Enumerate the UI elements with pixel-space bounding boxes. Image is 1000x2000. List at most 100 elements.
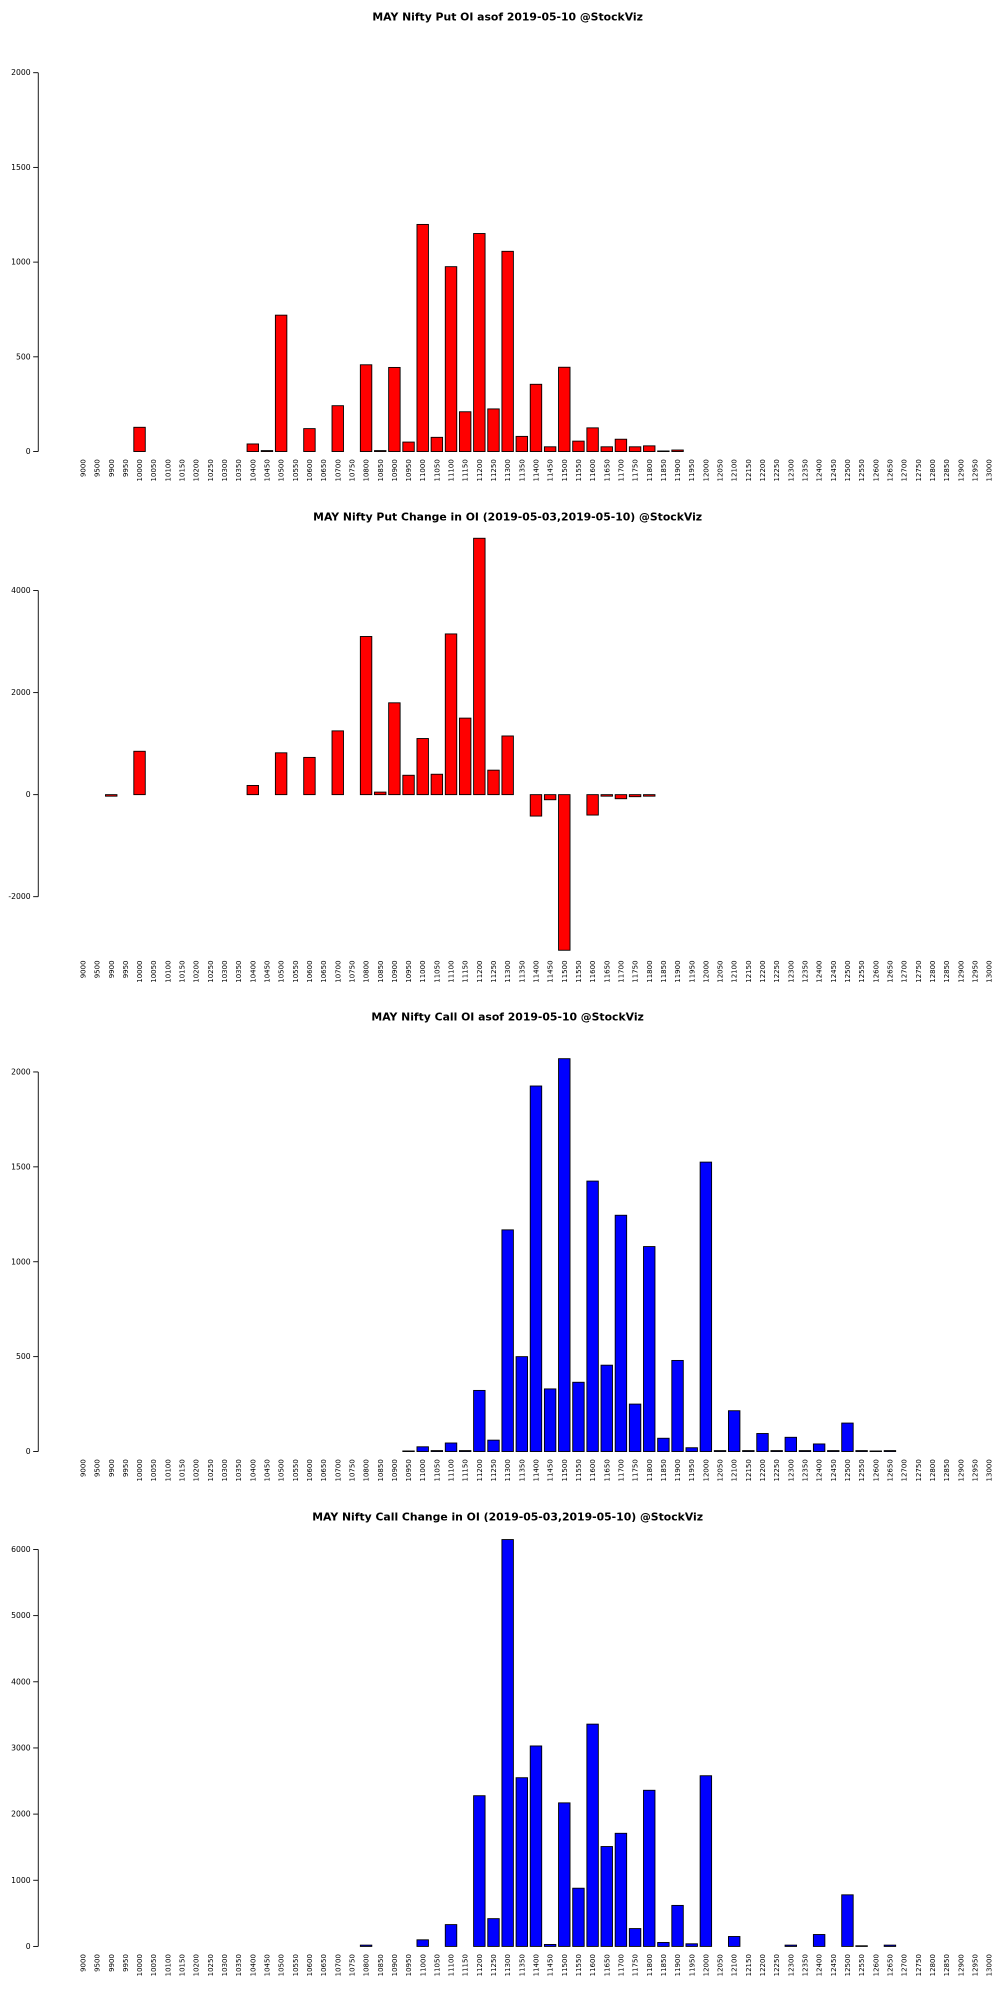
x-tick-label: 11500 [560, 1459, 569, 1481]
x-tick-label: 11400 [532, 1459, 541, 1481]
x-tick-label: 10500 [277, 459, 286, 481]
bar [572, 440, 585, 452]
x-tick-label: 10950 [404, 1954, 413, 1976]
x-tick-label: 12700 [900, 960, 909, 982]
x-tick-label: 11100 [447, 960, 456, 982]
x-tick-label: 12950 [970, 459, 979, 481]
x-tick-label: 12650 [885, 960, 894, 982]
chart-title: MAY Nifty Put Change in OI (2019-05-03,2… [313, 510, 702, 523]
x-tick-label: 10600 [305, 459, 314, 481]
x-tick-label: 10700 [333, 459, 342, 481]
x-tick-label: 9500 [93, 1459, 102, 1477]
x-tick-label: 12250 [772, 1954, 781, 1976]
bar [388, 366, 401, 452]
x-tick-label: 11800 [645, 459, 654, 481]
x-tick-label: 11900 [673, 1954, 682, 1976]
x-tick-label: 11750 [631, 1459, 640, 1481]
x-tick-label: 11450 [546, 960, 555, 982]
bar [388, 702, 401, 796]
x-tick-label: 11000 [418, 1954, 427, 1976]
x-tick-label: 12100 [730, 1954, 739, 1976]
x-tick-label: 10250 [206, 1954, 215, 1976]
bar [671, 449, 684, 452]
x-tick-label: 9000 [78, 1954, 87, 1972]
bar [855, 1450, 868, 1452]
x-tick-label: 12850 [942, 459, 951, 481]
bar [643, 1246, 656, 1452]
x-tick-label: 11100 [447, 1954, 456, 1976]
x-tick-label: 10250 [206, 960, 215, 982]
x-tick-label: 12850 [942, 1954, 951, 1976]
bar [600, 1364, 613, 1452]
x-tick-label: 10050 [149, 960, 158, 982]
x-tick-label: 13000 [985, 459, 994, 481]
bar [303, 756, 316, 796]
x-tick-label: 12700 [900, 1459, 909, 1481]
bar [685, 1447, 698, 1452]
x-tick-label: 12550 [857, 1459, 866, 1481]
bar [274, 752, 288, 796]
bar [487, 408, 500, 452]
x-tick-label: 12000 [701, 1954, 710, 1976]
x-tick-label: 12800 [928, 1954, 937, 1976]
bar [572, 1381, 585, 1452]
x-tick-label: 12400 [815, 1459, 824, 1481]
x-tick-label: 12800 [928, 960, 937, 982]
x-tick-label: 10150 [178, 459, 187, 481]
bar [671, 1359, 684, 1452]
x-tick-label: 11250 [489, 960, 498, 982]
x-tick-label: 10100 [163, 1459, 172, 1481]
x-tick-label: 11650 [602, 459, 611, 481]
x-tick-label: 10750 [347, 960, 356, 982]
bar [402, 774, 415, 796]
x-tick-label: 10700 [333, 1459, 342, 1481]
bar [359, 1944, 373, 1947]
x-tick-label: 10750 [347, 1954, 356, 1976]
x-tick-label: 11800 [645, 1954, 654, 1976]
x-tick-label: 12200 [758, 459, 767, 481]
x-tick-label: 12550 [857, 459, 866, 481]
x-tick-label: 11450 [546, 459, 555, 481]
bar [260, 450, 274, 452]
bar [558, 1802, 571, 1947]
x-tick-label: 10800 [362, 960, 371, 982]
x-tick-label: 10350 [234, 1954, 243, 1976]
x-tick-label: 11200 [475, 459, 484, 481]
bar [572, 1887, 585, 1947]
y-tick-label: 1500 [11, 1162, 31, 1171]
x-tick-label: 11100 [447, 459, 456, 481]
x-tick-label: 12000 [701, 1459, 710, 1481]
x-tick-label: 12550 [857, 960, 866, 982]
x-tick-label: 11950 [687, 459, 696, 481]
x-tick-label: 12600 [871, 1459, 880, 1481]
bar [727, 1936, 741, 1947]
x-tick-label: 11050 [432, 1459, 441, 1481]
bar [855, 1945, 868, 1947]
x-tick-label: 10300 [220, 459, 229, 481]
x-tick-label: 11200 [475, 1459, 484, 1481]
x-tick-label: 10600 [305, 1459, 314, 1481]
x-tick-label: 11600 [588, 960, 597, 982]
bar [770, 1450, 783, 1452]
x-tick-label: 12200 [758, 1459, 767, 1481]
x-tick-label: 11750 [631, 459, 640, 481]
x-tick-label: 9000 [78, 1459, 87, 1477]
x-tick-label: 10100 [163, 459, 172, 481]
x-tick-label: 11050 [432, 1954, 441, 1976]
x-tick-label: 11450 [546, 1459, 555, 1481]
x-tick-label: 10750 [347, 1459, 356, 1481]
x-tick-label: 10450 [263, 1459, 272, 1481]
x-tick-label: 12650 [885, 459, 894, 481]
bar [444, 266, 458, 452]
x-tick-label: 11350 [517, 459, 526, 481]
x-tick-label: 10900 [390, 960, 399, 982]
x-tick-label: 10000 [135, 1954, 144, 1976]
chart-title: MAY Nifty Call Change in OI (2019-05-03,… [312, 1510, 703, 1523]
bar [586, 1723, 599, 1947]
x-tick-label: 11950 [687, 1954, 696, 1976]
bar [600, 446, 613, 452]
x-tick-label: 12600 [871, 1954, 880, 1976]
x-tick-label: 11550 [574, 1954, 583, 1976]
x-tick-label: 10850 [376, 960, 385, 982]
